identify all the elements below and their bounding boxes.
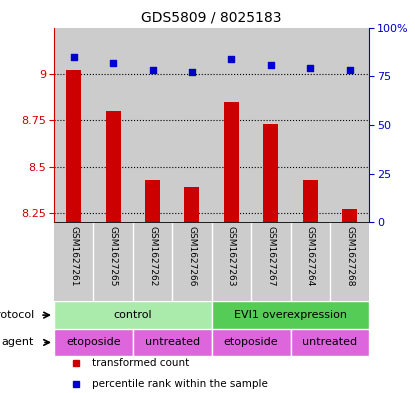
Point bbox=[110, 59, 117, 66]
Point bbox=[347, 67, 353, 73]
Text: GSM1627265: GSM1627265 bbox=[109, 226, 117, 286]
Bar bbox=[342, 209, 357, 222]
Bar bbox=[184, 187, 200, 222]
Bar bbox=[93, 28, 133, 222]
Title: GDS5809 / 8025183: GDS5809 / 8025183 bbox=[142, 11, 282, 25]
Text: control: control bbox=[113, 310, 152, 320]
Text: percentile rank within the sample: percentile rank within the sample bbox=[92, 378, 268, 389]
Bar bbox=[303, 180, 318, 222]
Bar bbox=[145, 180, 160, 222]
Point bbox=[71, 53, 77, 60]
Bar bbox=[290, 28, 330, 222]
Bar bbox=[212, 222, 251, 301]
Bar bbox=[105, 111, 121, 222]
Bar bbox=[290, 222, 330, 301]
Bar bbox=[212, 28, 251, 222]
Bar bbox=[212, 301, 369, 329]
Text: GSM1627267: GSM1627267 bbox=[266, 226, 275, 286]
Text: etoposide: etoposide bbox=[66, 338, 121, 347]
Text: GSM1627262: GSM1627262 bbox=[148, 226, 157, 286]
Bar bbox=[54, 28, 93, 222]
Point bbox=[268, 61, 274, 68]
Bar bbox=[54, 329, 133, 356]
Bar bbox=[133, 28, 172, 222]
Bar bbox=[133, 222, 172, 301]
Point bbox=[307, 65, 314, 72]
Point bbox=[189, 69, 195, 75]
Bar bbox=[251, 28, 290, 222]
Point bbox=[228, 55, 235, 62]
Text: GSM1627263: GSM1627263 bbox=[227, 226, 236, 286]
Bar bbox=[133, 329, 212, 356]
Bar bbox=[172, 28, 212, 222]
Bar bbox=[212, 329, 290, 356]
Text: GSM1627268: GSM1627268 bbox=[345, 226, 354, 286]
Bar bbox=[54, 301, 212, 329]
Bar bbox=[172, 222, 212, 301]
Text: agent: agent bbox=[2, 338, 34, 347]
Text: EVI1 overexpression: EVI1 overexpression bbox=[234, 310, 347, 320]
Bar bbox=[224, 102, 239, 222]
Bar bbox=[93, 222, 133, 301]
Text: transformed count: transformed count bbox=[92, 358, 189, 368]
Bar bbox=[66, 70, 81, 222]
Bar bbox=[251, 222, 290, 301]
Bar bbox=[330, 28, 369, 222]
Bar bbox=[330, 222, 369, 301]
Text: untreated: untreated bbox=[303, 338, 357, 347]
Point bbox=[149, 67, 156, 73]
Text: untreated: untreated bbox=[145, 338, 200, 347]
Bar bbox=[290, 329, 369, 356]
Bar bbox=[263, 124, 278, 222]
Bar bbox=[54, 222, 93, 301]
Text: GSM1627266: GSM1627266 bbox=[188, 226, 196, 286]
Text: GSM1627261: GSM1627261 bbox=[69, 226, 78, 286]
Text: etoposide: etoposide bbox=[224, 338, 278, 347]
Text: GSM1627264: GSM1627264 bbox=[306, 226, 315, 286]
Text: protocol: protocol bbox=[0, 310, 34, 320]
